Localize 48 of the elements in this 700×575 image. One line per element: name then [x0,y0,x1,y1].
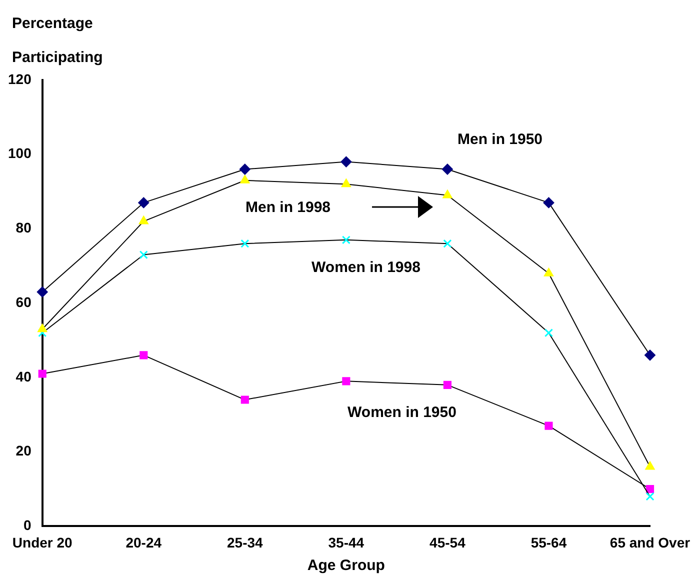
series-label: Men in 1998 [245,199,331,216]
point [240,239,250,248]
x-tick-label: 55-64 [530,534,567,550]
y-tick-label: 80 [16,220,32,236]
point [443,380,452,389]
point [38,328,47,338]
point [543,197,554,208]
point [138,197,150,208]
point [644,350,656,361]
x-axis-title: Age Group [307,557,385,574]
point [342,377,350,386]
series-label: Men in 1950 [457,131,543,148]
y-tick-label: 20 [16,442,32,459]
point [240,174,250,184]
point [544,328,554,338]
point [140,351,148,360]
x-tick-label: Under 20 [12,534,73,550]
point [342,236,350,244]
x-tick-label: 45-54 [430,534,466,550]
point [38,370,46,378]
y-tick-label: 120 [8,70,32,87]
series-label: Women in 1950 [348,404,456,422]
point [239,164,250,175]
y-tick-label: 0 [24,517,32,534]
x-tick-label: 20-24 [126,534,162,550]
point [646,484,654,494]
point [139,250,148,260]
x-tick-label: 65 and Over [610,534,691,550]
point [240,396,249,404]
y-tick-label: 60 [16,294,32,310]
y-tick-label: 100 [8,145,32,162]
series-label: Women in 1998 [312,259,420,276]
y-tick-label: 40 [16,368,32,384]
x-tick-label: 25-34 [227,534,264,550]
point [645,461,655,470]
point [38,324,48,332]
point [36,286,48,298]
y-axis-title: Percentage Participating [12,15,103,66]
point [443,239,452,248]
x-tick-label: 35-44 [328,534,364,550]
point [340,156,352,168]
point [442,190,452,198]
point [544,268,554,276]
point [138,216,148,224]
point [442,164,453,175]
point [544,422,553,430]
point [341,178,352,188]
point [646,492,654,501]
